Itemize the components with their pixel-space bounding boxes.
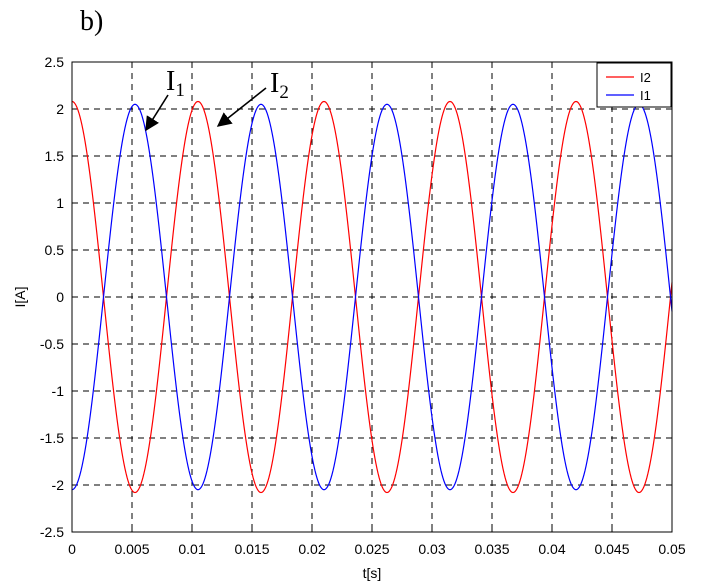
y-tick-label: -0.5: [40, 336, 64, 352]
grid: [72, 62, 672, 532]
x-tick-label: 0.05: [658, 541, 685, 557]
series-line-i2: [71, 100, 673, 494]
x-tick-label: 0.015: [234, 541, 269, 557]
y-tick-label: 1: [56, 195, 64, 211]
panel-label: b): [80, 6, 103, 37]
x-tick-label: 0: [68, 541, 76, 557]
y-tick-label: -1.5: [40, 430, 64, 446]
plot-border: [71, 61, 673, 533]
axis-ticks: 0 0.005 0.01 0.015 0.02 0.025 0.03 0.035 0.04 0.0…: [40, 54, 686, 557]
y-tick-label: 0.5: [45, 242, 65, 258]
x-tick-label: 0.03: [418, 541, 445, 557]
series-lines: [71, 100, 673, 494]
annotation-subscript: 2: [279, 82, 289, 103]
x-tick-label: 0.04: [538, 541, 565, 557]
legend-label-i2: I2: [640, 70, 651, 85]
x-tick-label: 0.01: [178, 541, 205, 557]
series-line-i1: [71, 103, 673, 491]
y-tick-label: -1: [52, 383, 65, 399]
y-tick-label: 0: [56, 289, 64, 305]
annotation-arrow: [216, 87, 267, 127]
y-axis-label: I[A]: [12, 286, 28, 307]
x-tick-label: 0.005: [114, 541, 149, 557]
annotation-subscript: 1: [175, 80, 185, 101]
x-tick-label: 0.045: [594, 541, 629, 557]
annotations: I1 I2: [145, 66, 289, 132]
y-tick-label: 2.5: [45, 54, 65, 70]
x-axis-label: t[s]: [363, 565, 382, 581]
y-tick-label: 1.5: [45, 148, 65, 164]
x-tick-label: 0.035: [474, 541, 509, 557]
legend-label-i1: I1: [640, 88, 651, 103]
y-tick-label: -2: [52, 477, 65, 493]
y-tick-label: -2.5: [40, 524, 64, 540]
y-tick-label: 2: [56, 101, 64, 117]
x-tick-label: 0.025: [354, 541, 389, 557]
x-tick-label: 0.02: [298, 541, 325, 557]
annotation-arrow: [145, 94, 169, 132]
legend-box: [596, 62, 672, 108]
